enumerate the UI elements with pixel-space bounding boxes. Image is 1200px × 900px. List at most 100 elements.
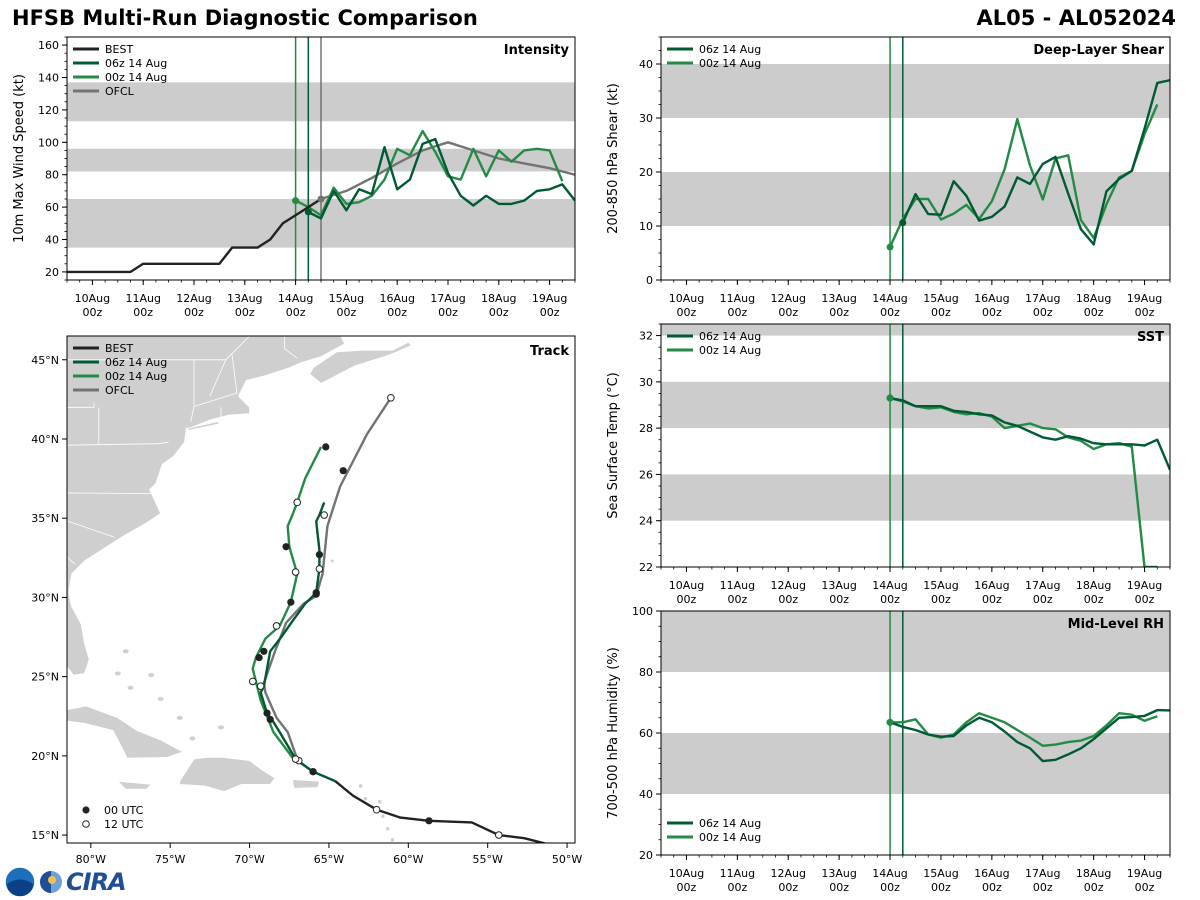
x-tick-label-date: 18Aug — [1076, 292, 1111, 305]
y-tick-label: 40 — [639, 788, 653, 801]
x-tick-label-date: 17Aug — [1025, 579, 1060, 592]
legend-marker-00utc — [82, 806, 90, 814]
x-tick-label-date: 16Aug — [974, 292, 1009, 305]
antilles-island — [385, 826, 390, 831]
y-tick-label: 120 — [38, 104, 59, 117]
figure-title: HFSB Multi-Run Diagnostic Comparison — [12, 6, 478, 30]
cira-logo-text: CIRA — [66, 868, 127, 896]
track-marker-00utc — [322, 443, 330, 451]
x-tick-label-hour: 00z — [931, 306, 951, 319]
x-tick-label-hour: 00z — [1135, 881, 1155, 894]
series-line-06z-14-aug — [889, 396, 1170, 471]
legend-label-00z-14-aug: 00z 14 Aug — [105, 71, 167, 84]
y-tick-label: 28 — [639, 422, 653, 435]
y-tick-label: 40°N — [31, 433, 59, 446]
x-tick-label-hour: 00z — [1135, 593, 1155, 606]
shaded-band — [661, 474, 1170, 521]
x-tick-label-date: 19Aug — [532, 292, 567, 305]
y-tick-label: 30°N — [31, 591, 59, 604]
track-marker-00utc — [266, 715, 274, 724]
track-map-area — [67, 336, 548, 843]
plot-frame — [660, 323, 1171, 568]
x-tick-label-date: 14Aug — [872, 292, 907, 305]
x-tick-label-hour: 00z — [829, 306, 849, 319]
series-start-marker-00z-14-aug — [886, 718, 894, 726]
series-line-06z-14-aug — [307, 137, 575, 220]
state-border — [67, 492, 156, 494]
track-marker-12utc — [320, 511, 328, 519]
long-island-land — [184, 421, 221, 431]
x-tick-label-hour: 00z — [829, 593, 849, 606]
x-tick-label-date: 13Aug — [821, 579, 856, 592]
intensity-plot-area — [67, 37, 575, 280]
x-tick-label-date: 10Aug — [669, 292, 704, 305]
series-start-marker-00z-14-aug — [886, 394, 894, 402]
legend-label-00z-14-aug: 00z 14 Aug — [699, 344, 761, 357]
x-tick-label-hour: 00z — [1033, 306, 1053, 319]
x-tick-label-hour: 00z — [778, 881, 798, 894]
x-tick-label-date: 19Aug — [1127, 292, 1162, 305]
series-line-ofcl — [320, 141, 575, 201]
bahamas-island — [217, 725, 224, 730]
y-tick-label: 80 — [639, 666, 653, 679]
y-tick-label: 32 — [639, 330, 653, 343]
x-tick-label-date: 17Aug — [1025, 292, 1060, 305]
y-tick-label: 35°N — [31, 512, 59, 525]
x-tick-label-date: 13Aug — [821, 292, 856, 305]
bahamas-island — [114, 671, 121, 676]
state-border — [67, 336, 298, 361]
x-tick-label: 80°W — [76, 853, 106, 866]
state-border — [67, 402, 95, 408]
x-tick-label-hour: 00z — [880, 593, 900, 606]
x-tick-label-date: 12Aug — [176, 292, 211, 305]
legend-label-00utc: 00 UTC — [104, 804, 144, 817]
track-line-ofcl — [262, 397, 392, 760]
x-tick-label: 50°W — [552, 853, 582, 866]
bahamas-island — [127, 685, 134, 690]
y-tick-label: 20 — [639, 166, 653, 179]
x-tick-label-hour: 00z — [982, 306, 1002, 319]
legend-label-ofcl: OFCL — [105, 384, 135, 397]
y-tick-label: 30 — [639, 112, 653, 125]
bahamas-island — [176, 715, 183, 720]
shaded-band — [661, 64, 1170, 118]
x-tick-label-hour: 00z — [677, 306, 697, 319]
track-marker-00utc — [315, 551, 324, 559]
shaded-band — [661, 611, 1170, 672]
x-tick-label-hour: 00z — [880, 881, 900, 894]
x-tick-label-date: 17Aug — [430, 292, 465, 305]
x-tick-label-date: 16Aug — [379, 292, 414, 305]
shaded-band — [661, 733, 1170, 794]
y-tick-label: 10 — [639, 220, 653, 233]
legend-label-06z-14-aug: 06z 14 Aug — [105, 356, 167, 369]
antilles-island — [363, 796, 368, 801]
x-tick-label-date: 14Aug — [872, 867, 907, 880]
track-line-06z-14-aug — [259, 501, 336, 783]
x-tick-label-hour: 00z — [184, 306, 204, 319]
x-tick-label-date: 14Aug — [278, 292, 313, 305]
noaa-logo-icon — [4, 866, 36, 898]
x-tick-label-date: 13Aug — [821, 867, 856, 880]
x-tick-label-hour: 00z — [1084, 881, 1104, 894]
y-tick-label: 30 — [639, 376, 653, 389]
x-tick-label-hour: 00z — [677, 593, 697, 606]
y-tick-label: 26 — [639, 468, 653, 481]
x-tick-label-date: 18Aug — [481, 292, 516, 305]
track-marker-12utc — [387, 393, 395, 402]
x-tick-label-date: 16Aug — [974, 579, 1009, 592]
y-tick-label: 60 — [639, 727, 653, 740]
track-line-best — [334, 780, 548, 843]
track-marker-00utc — [339, 467, 347, 475]
panel-title: Intensity — [504, 43, 570, 58]
track-marker-12utc — [248, 677, 257, 686]
state-border — [67, 586, 68, 587]
panel-title: Deep-Layer Shear — [1033, 43, 1164, 58]
legend-label-best: BEST — [105, 342, 133, 355]
series-line-06z-14-aug — [889, 708, 1170, 763]
series-start-marker-00z-14-aug — [886, 243, 894, 251]
y-tick-label: 100 — [632, 605, 653, 618]
rh-panel: 10Aug00z11Aug00z12Aug00z13Aug00z14Aug00z… — [606, 605, 1171, 894]
x-tick-label-date: 15Aug — [923, 867, 958, 880]
track-marker-12utc — [256, 682, 265, 690]
legend-marker-12utc — [82, 820, 90, 828]
